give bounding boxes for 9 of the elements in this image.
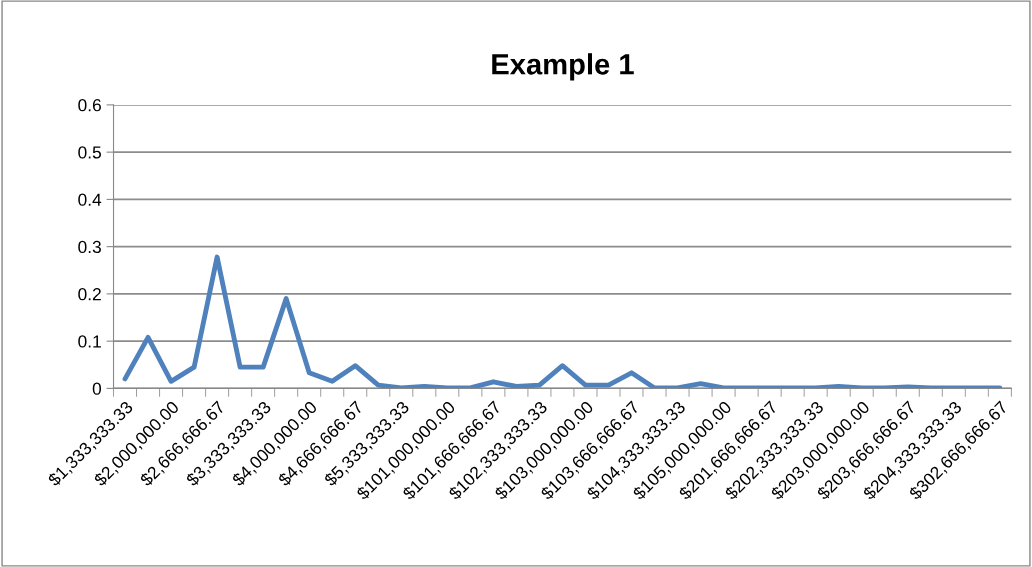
y-tick-label: 0.1 [78,335,101,348]
y-tick-label: 0.5 [78,146,101,159]
chart-title: Example 1 [492,53,634,81]
y-tick-label: 0.2 [78,288,101,301]
y-tick-label: 0.6 [78,99,101,112]
y-tick-label: 0 [92,382,102,395]
y-tick-label: 0.3 [78,240,101,254]
line-series [122,254,1003,389]
y-tick-label: 0.4 [78,193,102,206]
